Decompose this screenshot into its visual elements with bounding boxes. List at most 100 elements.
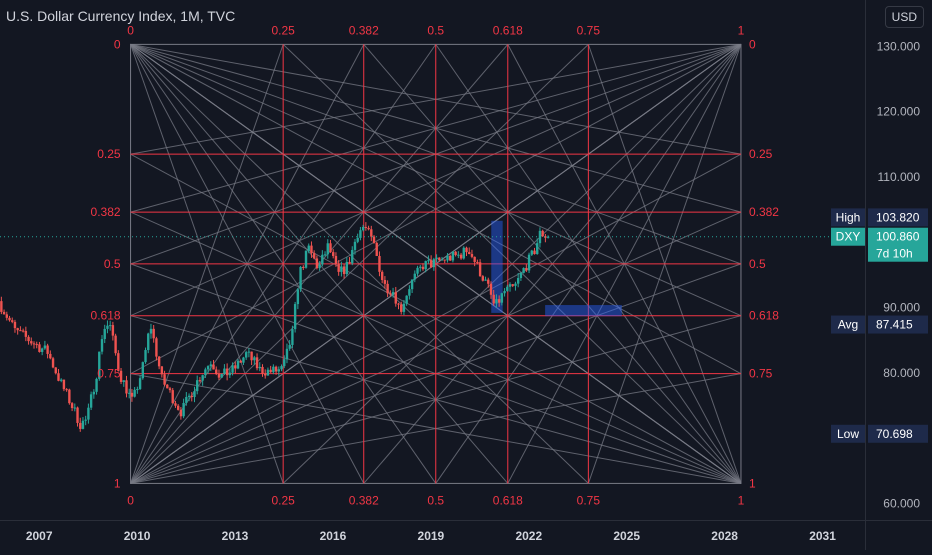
candle-body — [155, 338, 158, 357]
candle-body — [49, 353, 52, 359]
candle-body — [454, 251, 457, 256]
candle-body — [386, 283, 389, 294]
price-tag-label-bg — [831, 315, 865, 334]
highlight-box — [545, 305, 622, 317]
candle-body — [293, 304, 297, 330]
candle-body — [117, 353, 120, 371]
candle-body — [119, 370, 123, 382]
gann-label-right: 1 — [749, 476, 756, 490]
candle-body — [40, 348, 44, 352]
x-tick-label: 2022 — [515, 529, 542, 543]
highlight-box — [491, 220, 503, 313]
candle-body — [27, 336, 30, 342]
candle-body — [312, 253, 316, 259]
gann-label-top: 0.25 — [271, 23, 295, 37]
candle-body — [234, 365, 237, 369]
gann-label-left: 1 — [114, 476, 121, 490]
candle-body — [2, 311, 6, 315]
candle-body — [144, 350, 147, 363]
gann-label-bottom: 0.618 — [493, 493, 523, 507]
candle-body — [519, 272, 523, 279]
candle-body — [291, 329, 294, 345]
candle-body — [356, 237, 359, 242]
currency-button[interactable]: USD — [884, 6, 924, 28]
candle-body — [187, 395, 191, 398]
gann-label-right: 0.25 — [749, 147, 773, 161]
candle-body — [361, 226, 365, 231]
candle-body — [503, 290, 506, 294]
candle-body — [337, 263, 340, 272]
candle-body — [516, 278, 520, 284]
price-tag-label: DXY — [836, 230, 861, 244]
candle-body — [258, 366, 261, 369]
candle-body — [500, 293, 504, 303]
candle-body — [174, 403, 177, 406]
candle-body — [133, 389, 136, 397]
candle-body — [46, 345, 49, 354]
candle-body — [533, 250, 536, 255]
y-tick-label: 80.000 — [883, 366, 920, 380]
candle-body — [95, 378, 98, 392]
gann-label-bottom: 0.75 — [577, 493, 601, 507]
candle-body — [470, 254, 474, 257]
gann-label-bottom: 0.25 — [271, 493, 295, 507]
candle-body — [87, 407, 90, 420]
gann-label-top: 0 — [127, 23, 134, 37]
candle-body — [299, 266, 302, 290]
candle-body — [21, 330, 25, 332]
price-tag-value: 70.698 — [876, 427, 913, 441]
candle-body — [168, 388, 172, 391]
gann-label-right: 0.5 — [749, 257, 766, 271]
candle-body — [185, 397, 188, 403]
candle-body — [225, 368, 229, 376]
candle-body — [149, 328, 153, 334]
candle-body — [435, 257, 438, 260]
price-tag-value: 100.860 — [876, 230, 920, 244]
candle-body — [190, 395, 193, 398]
candle-body — [473, 256, 476, 262]
candle-body — [70, 403, 74, 408]
candle-body — [465, 247, 468, 253]
candle-body — [310, 245, 313, 254]
candle-body — [419, 266, 422, 268]
candle-body — [130, 392, 134, 397]
gann-label-bottom: 1 — [738, 493, 745, 507]
candle-body — [375, 242, 378, 256]
gann-label-right: 0.618 — [749, 309, 779, 323]
candle-body — [215, 369, 218, 375]
candle-body — [546, 236, 550, 238]
candle-body — [506, 286, 509, 291]
candle-body — [32, 343, 36, 345]
candle-body — [30, 341, 33, 344]
candle-body — [389, 293, 392, 295]
candle-body — [231, 365, 234, 373]
candle-body — [114, 335, 117, 354]
gann-label-top: 1 — [738, 23, 745, 37]
candle-body — [432, 259, 436, 268]
candle-body — [228, 372, 232, 376]
candle-body — [302, 266, 305, 268]
candle-body — [342, 266, 346, 274]
candle-body — [400, 304, 403, 312]
candle-body — [462, 247, 465, 259]
price-tag-value-bg — [868, 208, 928, 227]
candle-body — [280, 366, 283, 370]
candle-body — [511, 284, 514, 286]
candle-body — [359, 230, 362, 238]
y-tick-label: 110.000 — [878, 170, 921, 184]
candle-body — [160, 366, 164, 375]
candle-body — [108, 325, 112, 327]
candle-body — [163, 374, 166, 385]
candle-body — [8, 317, 11, 321]
gann-label-left: 0.25 — [97, 147, 121, 161]
candle-body — [326, 243, 329, 255]
candle-body — [283, 359, 286, 367]
candle-body — [348, 261, 351, 264]
price-tag-label-bg — [831, 227, 865, 246]
candle-body — [323, 254, 327, 256]
gann-label-right: 0.382 — [749, 205, 779, 219]
candle-body — [440, 259, 444, 261]
candle-body — [451, 251, 455, 261]
